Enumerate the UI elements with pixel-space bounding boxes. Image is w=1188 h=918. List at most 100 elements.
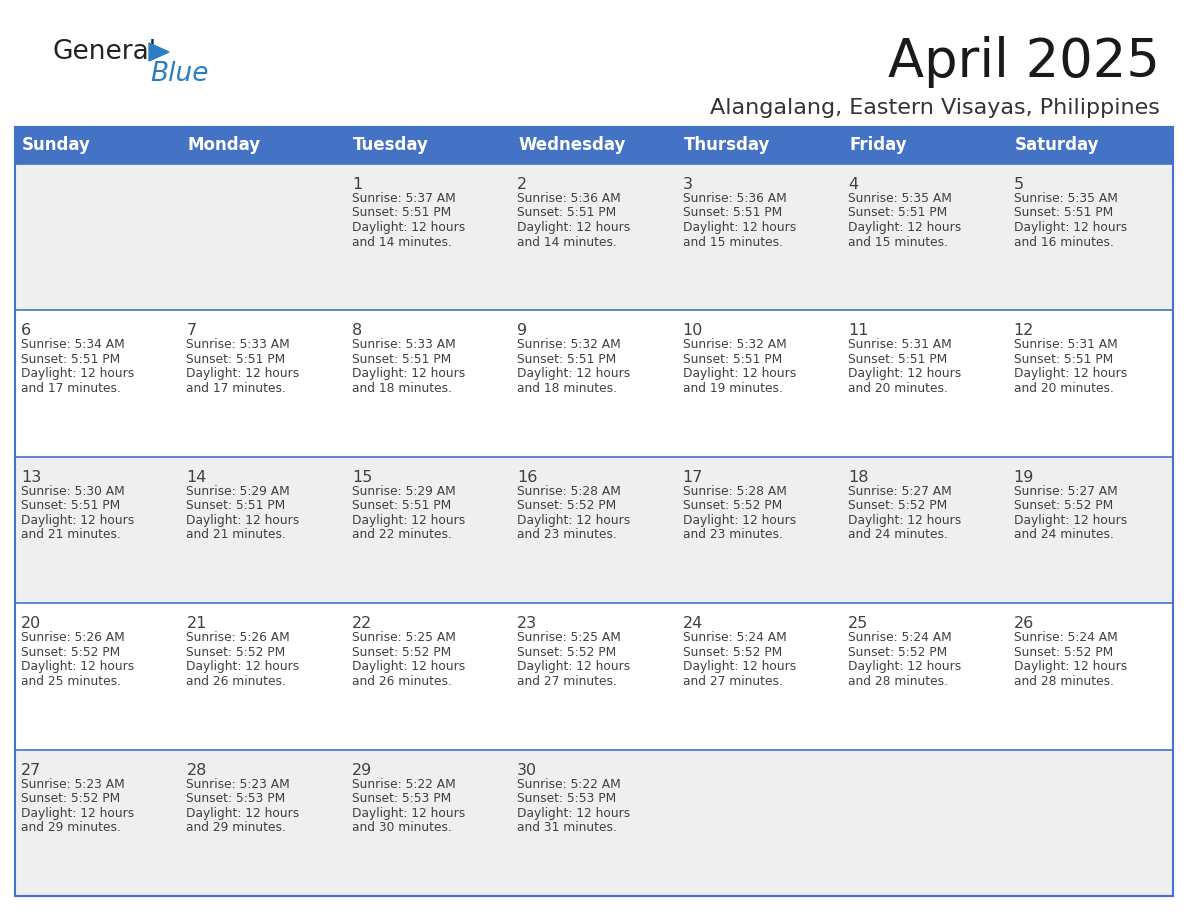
- Text: and 29 minutes.: and 29 minutes.: [187, 821, 286, 834]
- Text: Daylight: 12 hours: Daylight: 12 hours: [1013, 514, 1127, 527]
- Text: Daylight: 12 hours: Daylight: 12 hours: [1013, 367, 1127, 380]
- Text: Sunrise: 5:27 AM: Sunrise: 5:27 AM: [1013, 485, 1118, 498]
- Text: Sunset: 5:51 PM: Sunset: 5:51 PM: [187, 353, 285, 366]
- Text: Sunrise: 5:35 AM: Sunrise: 5:35 AM: [848, 192, 952, 205]
- Text: and 29 minutes.: and 29 minutes.: [21, 821, 121, 834]
- Text: 6: 6: [21, 323, 31, 339]
- Text: Thursday: Thursday: [684, 137, 770, 154]
- Text: Monday: Monday: [188, 137, 260, 154]
- Text: Daylight: 12 hours: Daylight: 12 hours: [517, 221, 631, 234]
- Text: 16: 16: [517, 470, 538, 485]
- Text: Daylight: 12 hours: Daylight: 12 hours: [683, 367, 796, 380]
- Text: Sunset: 5:53 PM: Sunset: 5:53 PM: [352, 792, 451, 805]
- Bar: [15, 310, 1173, 457]
- Text: Sunrise: 5:22 AM: Sunrise: 5:22 AM: [352, 778, 456, 790]
- Text: and 31 minutes.: and 31 minutes.: [517, 821, 617, 834]
- Text: 23: 23: [517, 616, 537, 632]
- Text: Sunset: 5:52 PM: Sunset: 5:52 PM: [848, 645, 947, 659]
- Text: 25: 25: [848, 616, 868, 632]
- Text: Sunrise: 5:35 AM: Sunrise: 5:35 AM: [1013, 192, 1118, 205]
- Text: Daylight: 12 hours: Daylight: 12 hours: [517, 514, 631, 527]
- Text: Alangalang, Eastern Visayas, Philippines: Alangalang, Eastern Visayas, Philippines: [710, 98, 1159, 118]
- Text: Sunset: 5:51 PM: Sunset: 5:51 PM: [1013, 207, 1113, 219]
- Text: 27: 27: [21, 763, 42, 778]
- Text: 3: 3: [683, 177, 693, 192]
- Text: Daylight: 12 hours: Daylight: 12 hours: [352, 660, 466, 673]
- Text: Sunrise: 5:25 AM: Sunrise: 5:25 AM: [517, 632, 621, 644]
- Text: Sunset: 5:51 PM: Sunset: 5:51 PM: [683, 207, 782, 219]
- Text: 15: 15: [352, 470, 372, 485]
- Text: Sunset: 5:51 PM: Sunset: 5:51 PM: [187, 499, 285, 512]
- Text: Sunset: 5:52 PM: Sunset: 5:52 PM: [21, 792, 120, 805]
- Text: 1: 1: [352, 177, 362, 192]
- Text: and 15 minutes.: and 15 minutes.: [683, 236, 783, 249]
- Text: 2: 2: [517, 177, 527, 192]
- Bar: [15, 750, 1173, 896]
- Text: Sunrise: 5:28 AM: Sunrise: 5:28 AM: [517, 485, 621, 498]
- Text: Daylight: 12 hours: Daylight: 12 hours: [848, 514, 961, 527]
- Text: Sunrise: 5:29 AM: Sunrise: 5:29 AM: [187, 485, 290, 498]
- Text: Sunrise: 5:37 AM: Sunrise: 5:37 AM: [352, 192, 456, 205]
- Text: and 27 minutes.: and 27 minutes.: [683, 675, 783, 688]
- Text: Sunset: 5:51 PM: Sunset: 5:51 PM: [517, 207, 617, 219]
- Text: Sunrise: 5:36 AM: Sunrise: 5:36 AM: [517, 192, 621, 205]
- Text: and 23 minutes.: and 23 minutes.: [683, 528, 783, 542]
- Text: Sunset: 5:52 PM: Sunset: 5:52 PM: [21, 645, 120, 659]
- Bar: [15, 457, 1173, 603]
- Text: 28: 28: [187, 763, 207, 778]
- Text: Sunset: 5:51 PM: Sunset: 5:51 PM: [683, 353, 782, 366]
- Text: 14: 14: [187, 470, 207, 485]
- Text: 8: 8: [352, 323, 362, 339]
- Text: Sunset: 5:52 PM: Sunset: 5:52 PM: [683, 645, 782, 659]
- Text: Sunrise: 5:22 AM: Sunrise: 5:22 AM: [517, 778, 621, 790]
- Text: and 14 minutes.: and 14 minutes.: [352, 236, 451, 249]
- Text: Sunrise: 5:28 AM: Sunrise: 5:28 AM: [683, 485, 786, 498]
- Text: 13: 13: [21, 470, 42, 485]
- Text: Saturday: Saturday: [1015, 137, 1099, 154]
- Text: Sunset: 5:51 PM: Sunset: 5:51 PM: [352, 499, 451, 512]
- Text: Daylight: 12 hours: Daylight: 12 hours: [21, 807, 134, 820]
- Text: Sunset: 5:51 PM: Sunset: 5:51 PM: [1013, 353, 1113, 366]
- Text: 11: 11: [848, 323, 868, 339]
- Text: Sunrise: 5:24 AM: Sunrise: 5:24 AM: [683, 632, 786, 644]
- Polygon shape: [148, 43, 169, 61]
- Text: Sunrise: 5:29 AM: Sunrise: 5:29 AM: [352, 485, 456, 498]
- Text: Sunset: 5:52 PM: Sunset: 5:52 PM: [848, 499, 947, 512]
- Text: Tuesday: Tuesday: [353, 137, 429, 154]
- Bar: [15, 127, 1173, 896]
- Text: Sunrise: 5:31 AM: Sunrise: 5:31 AM: [848, 339, 952, 352]
- Text: and 24 minutes.: and 24 minutes.: [848, 528, 948, 542]
- Text: Sunrise: 5:26 AM: Sunrise: 5:26 AM: [187, 632, 290, 644]
- Text: and 28 minutes.: and 28 minutes.: [848, 675, 948, 688]
- Text: Sunset: 5:52 PM: Sunset: 5:52 PM: [683, 499, 782, 512]
- Text: Daylight: 12 hours: Daylight: 12 hours: [848, 660, 961, 673]
- Text: 29: 29: [352, 763, 372, 778]
- Text: 5: 5: [1013, 177, 1024, 192]
- Text: and 22 minutes.: and 22 minutes.: [352, 528, 451, 542]
- Text: Sunrise: 5:33 AM: Sunrise: 5:33 AM: [187, 339, 290, 352]
- Text: 20: 20: [21, 616, 42, 632]
- Text: and 26 minutes.: and 26 minutes.: [187, 675, 286, 688]
- Text: Sunset: 5:52 PM: Sunset: 5:52 PM: [352, 645, 451, 659]
- Text: Sunrise: 5:32 AM: Sunrise: 5:32 AM: [517, 339, 621, 352]
- Text: 12: 12: [1013, 323, 1034, 339]
- Text: and 14 minutes.: and 14 minutes.: [517, 236, 617, 249]
- Bar: [15, 603, 1173, 750]
- Text: Sunrise: 5:36 AM: Sunrise: 5:36 AM: [683, 192, 786, 205]
- Text: and 30 minutes.: and 30 minutes.: [352, 821, 451, 834]
- Text: General: General: [52, 39, 156, 65]
- Text: Daylight: 12 hours: Daylight: 12 hours: [187, 660, 299, 673]
- Text: and 20 minutes.: and 20 minutes.: [1013, 382, 1113, 395]
- Text: Daylight: 12 hours: Daylight: 12 hours: [352, 514, 466, 527]
- Text: Daylight: 12 hours: Daylight: 12 hours: [1013, 221, 1127, 234]
- Text: Sunset: 5:51 PM: Sunset: 5:51 PM: [21, 499, 120, 512]
- Text: Daylight: 12 hours: Daylight: 12 hours: [187, 367, 299, 380]
- Text: Sunrise: 5:31 AM: Sunrise: 5:31 AM: [1013, 339, 1118, 352]
- Text: and 17 minutes.: and 17 minutes.: [21, 382, 121, 395]
- Text: Sunrise: 5:32 AM: Sunrise: 5:32 AM: [683, 339, 786, 352]
- Text: Sunrise: 5:26 AM: Sunrise: 5:26 AM: [21, 632, 125, 644]
- Text: Daylight: 12 hours: Daylight: 12 hours: [352, 367, 466, 380]
- Text: Daylight: 12 hours: Daylight: 12 hours: [848, 367, 961, 380]
- Text: and 17 minutes.: and 17 minutes.: [187, 382, 286, 395]
- Text: Daylight: 12 hours: Daylight: 12 hours: [683, 514, 796, 527]
